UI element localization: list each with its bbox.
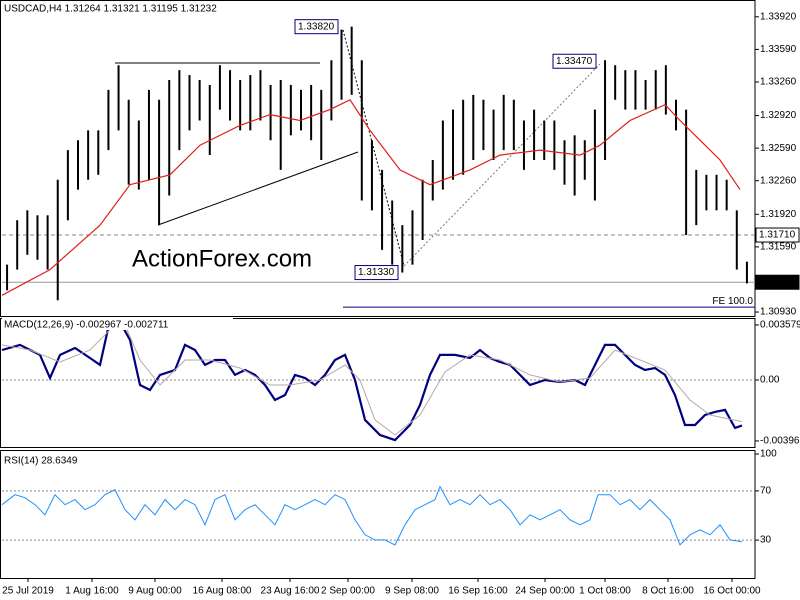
x-tick-label: 23 Aug 16:00 (261, 586, 320, 597)
y-tick-label: 1.30930 (760, 307, 797, 318)
annotation-label: 1.33820 (298, 21, 335, 32)
moving-average (1, 99, 741, 296)
annotation-box (354, 265, 399, 281)
x-tick-label: 2 Sep 00:00 (321, 586, 375, 597)
y-tick-label: 0.00 (760, 375, 780, 386)
title-bg (2, 2, 296, 14)
title-bg (2, 318, 233, 330)
annotation-label: 1.33470 (556, 56, 593, 67)
x-tick-label: 9 Aug 00:00 (128, 586, 182, 597)
level-box (755, 227, 800, 243)
y-tick-label: 1.32260 (760, 175, 797, 186)
y-tick-label: 30 (760, 535, 772, 546)
y-tick-label: -0.003966 (760, 436, 800, 447)
level-label: 1.31710 (759, 230, 796, 241)
pane-title: RSI(14) 28.6349 (4, 456, 78, 467)
price-pane (0, 0, 756, 317)
level-box (755, 274, 800, 290)
pane-title: USDCAD,H4 1.31264 1.31321 1.31195 1.3123… (4, 4, 217, 15)
pane-title: MACD(12,26,9) -0.002967 -0.002711 (4, 320, 169, 331)
annotation-box (552, 53, 597, 69)
level-label: 1.31232 (759, 277, 796, 288)
trend-line (157, 151, 359, 226)
trend-line (342, 29, 405, 267)
trend-line (403, 63, 601, 267)
x-tick-label: 8 Oct 16:00 (642, 586, 694, 597)
y-tick-label: 1.33920 (760, 11, 797, 22)
macd-pane (0, 318, 756, 448)
annotation-label: 1.31330 (358, 267, 395, 278)
y-tick-label: 70 (760, 486, 772, 497)
x-tick-label: 16 Oct 00:00 (703, 586, 761, 597)
y-tick-label: 0.003579 (760, 320, 800, 331)
x-tick-label: 1 Oct 08:00 (579, 586, 631, 597)
indicator-line (1, 485, 743, 546)
x-tick-label: 16 Aug 08:00 (193, 586, 252, 597)
rsi-pane (0, 450, 756, 579)
y-tick-label: 1.33590 (760, 44, 797, 55)
x-tick-label: 16 Sep 16:00 (448, 586, 508, 597)
y-tick-label: 1.32920 (760, 110, 797, 121)
x-tick-label: 9 Sep 08:00 (385, 586, 439, 597)
title-bg (2, 454, 107, 466)
watermark: ActionForex.com (132, 245, 312, 272)
y-tick-label: 1.32590 (760, 143, 797, 154)
annotation-box (294, 19, 339, 35)
y-tick-label: 1.33260 (760, 77, 797, 88)
x-tick-label: 24 Sep 00:00 (515, 586, 575, 597)
indicator-line (1, 318, 743, 442)
fe-label: FE 100.0 (712, 296, 753, 307)
y-tick-label: 1.31920 (760, 209, 797, 220)
y-tick-label: 1.31590 (760, 242, 797, 253)
y-tick-label: 100 (760, 449, 777, 460)
x-tick-label: 1 Aug 16:00 (65, 586, 119, 597)
trend-lines (115, 29, 601, 267)
x-tick-label: 25 Jul 2019 (2, 586, 54, 597)
